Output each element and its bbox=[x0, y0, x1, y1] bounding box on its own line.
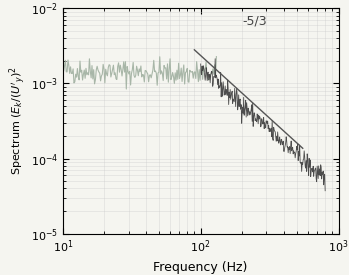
Y-axis label: Spectrum $(E_k/(U'_y)^2$: Spectrum $(E_k/(U'_y)^2$ bbox=[7, 67, 28, 175]
Text: -5/3: -5/3 bbox=[242, 15, 267, 28]
X-axis label: Frequency (Hz): Frequency (Hz) bbox=[154, 261, 248, 274]
